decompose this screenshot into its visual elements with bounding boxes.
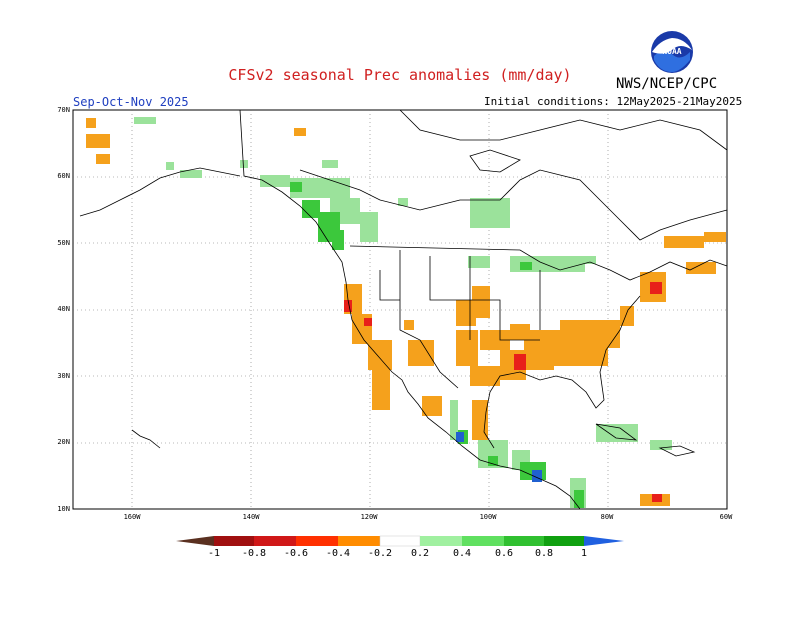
colorbar-label-1: 1	[580, 548, 588, 559]
colorbar-label-neg02: -0.2	[367, 548, 393, 559]
colorbar-label-neg06: -0.6	[283, 548, 309, 559]
lat-label-10n: 10N	[57, 505, 70, 513]
colorbar-label-04: 0.4	[452, 548, 472, 559]
lon-label-60w: 60W	[719, 513, 733, 521]
chart-title: CFSv2 seasonal Prec anomalies (mm/day)	[228, 66, 572, 84]
colorbar-swatch-6	[420, 536, 462, 546]
colorbar-label-neg08: -0.8	[241, 548, 267, 559]
colorbar-label-08: 0.8	[534, 548, 554, 559]
lon-label-80w: 80W	[600, 513, 614, 521]
coastlines	[79, 109, 728, 510]
wet-extreme-shading	[456, 432, 542, 482]
lat-label-70n: 70N	[57, 106, 70, 114]
lon-label-100w: 100W	[479, 513, 497, 521]
lat-label-30n: 30N	[57, 372, 70, 380]
colorbar-high-arrow	[584, 536, 624, 546]
colorbar-swatch-2	[254, 536, 296, 546]
colorbar-label-02: 0.2	[410, 548, 430, 559]
logo-text: NOAA	[662, 47, 681, 56]
colorbar-swatch-9	[544, 536, 584, 546]
colorbar-swatch-8	[504, 536, 544, 546]
colorbar-swatch-7	[462, 536, 504, 546]
colorbar-low-arrow	[176, 536, 214, 546]
lat-label-40n: 40N	[57, 305, 70, 313]
agency-label: NWS/NCEP/CPC	[616, 76, 718, 92]
colorbar-label-06: 0.6	[494, 548, 514, 559]
initial-conditions-label: Initial conditions: 12May2025-21May2025	[484, 95, 743, 108]
lat-label-50n: 50N	[57, 239, 70, 247]
season-label: Sep-Oct-Nov 2025	[73, 95, 189, 109]
noaa-logo: NOAA	[651, 31, 693, 73]
lon-label-140w: 140W	[242, 513, 260, 521]
lat-label-60n: 60N	[57, 172, 70, 180]
colorbar-swatch-3	[296, 536, 338, 546]
colorbar-label-neg04: -0.4	[325, 548, 351, 559]
colorbar-label-neg1: -1	[207, 548, 221, 559]
lon-label-160w: 160W	[123, 513, 141, 521]
colorbar-swatch-5	[379, 535, 421, 547]
dry-strong-shading	[344, 282, 662, 502]
colorbar-swatch-4	[338, 536, 380, 546]
lon-label-120w: 120W	[360, 513, 378, 521]
colorbar-swatch-1	[214, 536, 254, 546]
lat-label-20n: 20N	[57, 438, 70, 446]
